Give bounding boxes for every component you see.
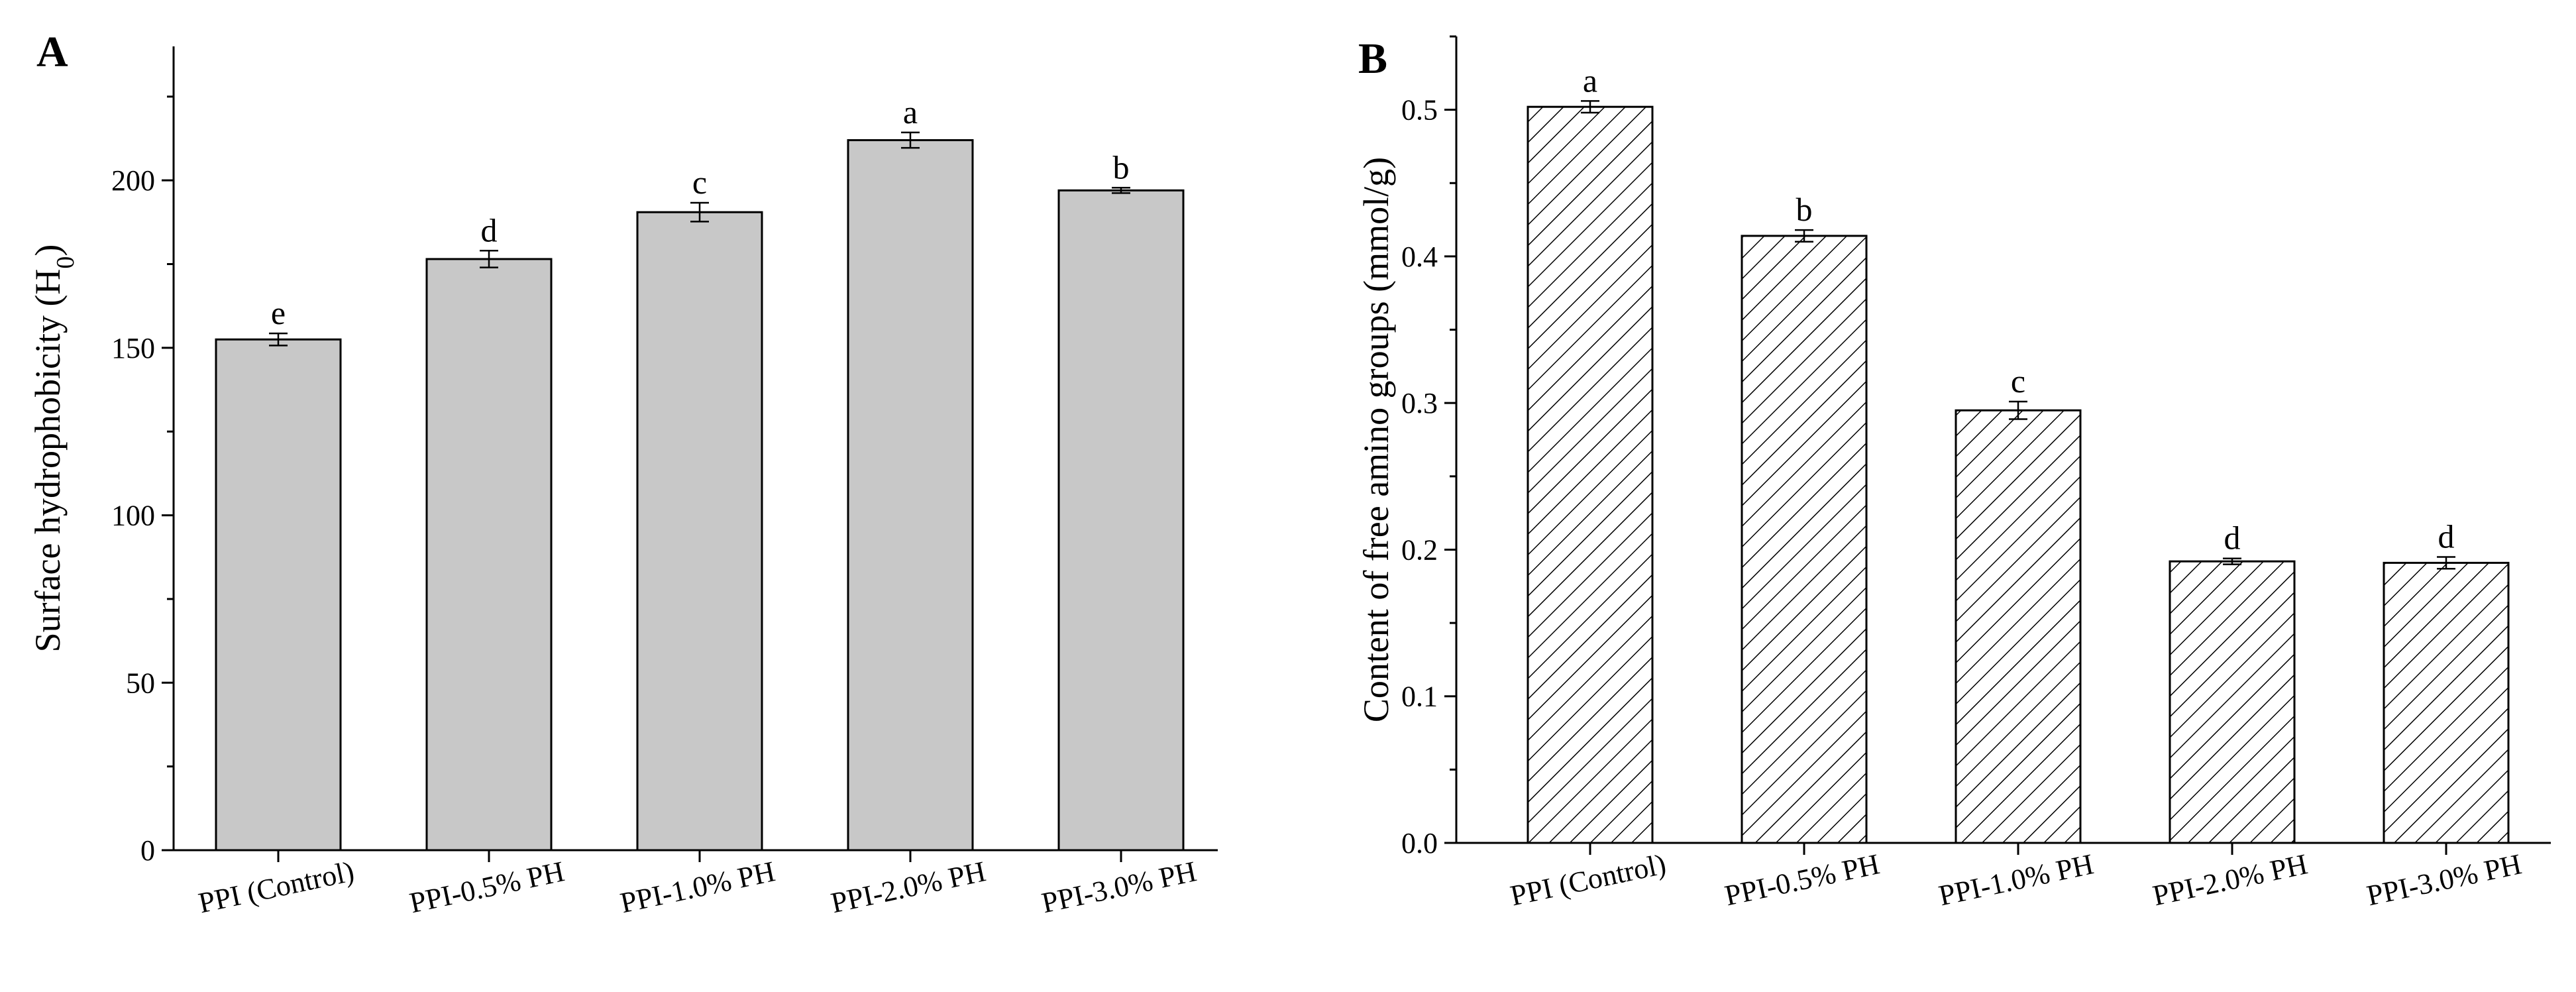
category-label: PPI-2.0% PH	[2150, 848, 2310, 912]
category-label: PPI-2.0% PH	[828, 855, 989, 919]
category-label: PPI-3.0% PH	[1039, 855, 1199, 919]
y-tick-label: 100	[111, 500, 155, 532]
y-tick-label: 0.5	[1401, 94, 1438, 127]
category-label: PPI (Control)	[195, 855, 356, 919]
significance-letter: d	[2438, 518, 2455, 555]
significance-letter: a	[903, 93, 918, 131]
y-tick-label: 50	[126, 667, 155, 699]
category-label: PPI (Control)	[1507, 848, 1668, 912]
panel-letter: B	[1358, 34, 1387, 83]
bar	[1955, 409, 2082, 844]
y-axis-title: Content of free amino groups (mmol/g)	[1356, 157, 1396, 722]
bar	[847, 139, 974, 852]
category-label: PPI-0.5% PH	[407, 855, 567, 919]
significance-letter: d	[2224, 520, 2241, 557]
significance-letter: d	[481, 211, 498, 248]
bar	[2169, 560, 2296, 844]
y-axis-title: Surface hydrophobicity (H0)	[28, 245, 80, 653]
bar	[425, 258, 553, 852]
panel-letter: A	[36, 28, 68, 76]
y-tick-label: 0.4	[1401, 241, 1438, 273]
y-tick-label: 0.2	[1401, 533, 1438, 566]
significance-letter: a	[1583, 62, 1597, 99]
y-tick-label: 0.3	[1401, 387, 1438, 419]
category-label: PPI-0.5% PH	[1722, 848, 1882, 912]
y-tick-label: 200	[111, 164, 155, 197]
y-tick-label: 0	[140, 834, 155, 867]
significance-letter: b	[1796, 191, 1813, 228]
bar	[2383, 561, 2510, 844]
bar	[1057, 189, 1185, 852]
bar	[1527, 105, 1654, 844]
chart-panel-a: A 0 50 100 150 200 Surface hydrophobicity (H0)…	[28, 28, 1218, 920]
y-tick-label: 150	[111, 332, 155, 364]
category-label: PPI-1.0% PH	[617, 855, 778, 919]
y-tick-label: 0.0	[1401, 827, 1438, 859]
significance-letter: c	[692, 164, 707, 201]
category-label: PPI-3.0% PH	[2364, 848, 2524, 912]
y-tick-label: 0.1	[1401, 681, 1438, 713]
bar	[1741, 235, 1868, 844]
category-label: PPI-1.0% PH	[1936, 848, 2096, 912]
bar	[636, 211, 763, 852]
significance-letter: c	[2011, 362, 2025, 400]
bar	[215, 338, 342, 852]
significance-letter: b	[1113, 148, 1130, 186]
significance-letter: e	[271, 294, 286, 331]
